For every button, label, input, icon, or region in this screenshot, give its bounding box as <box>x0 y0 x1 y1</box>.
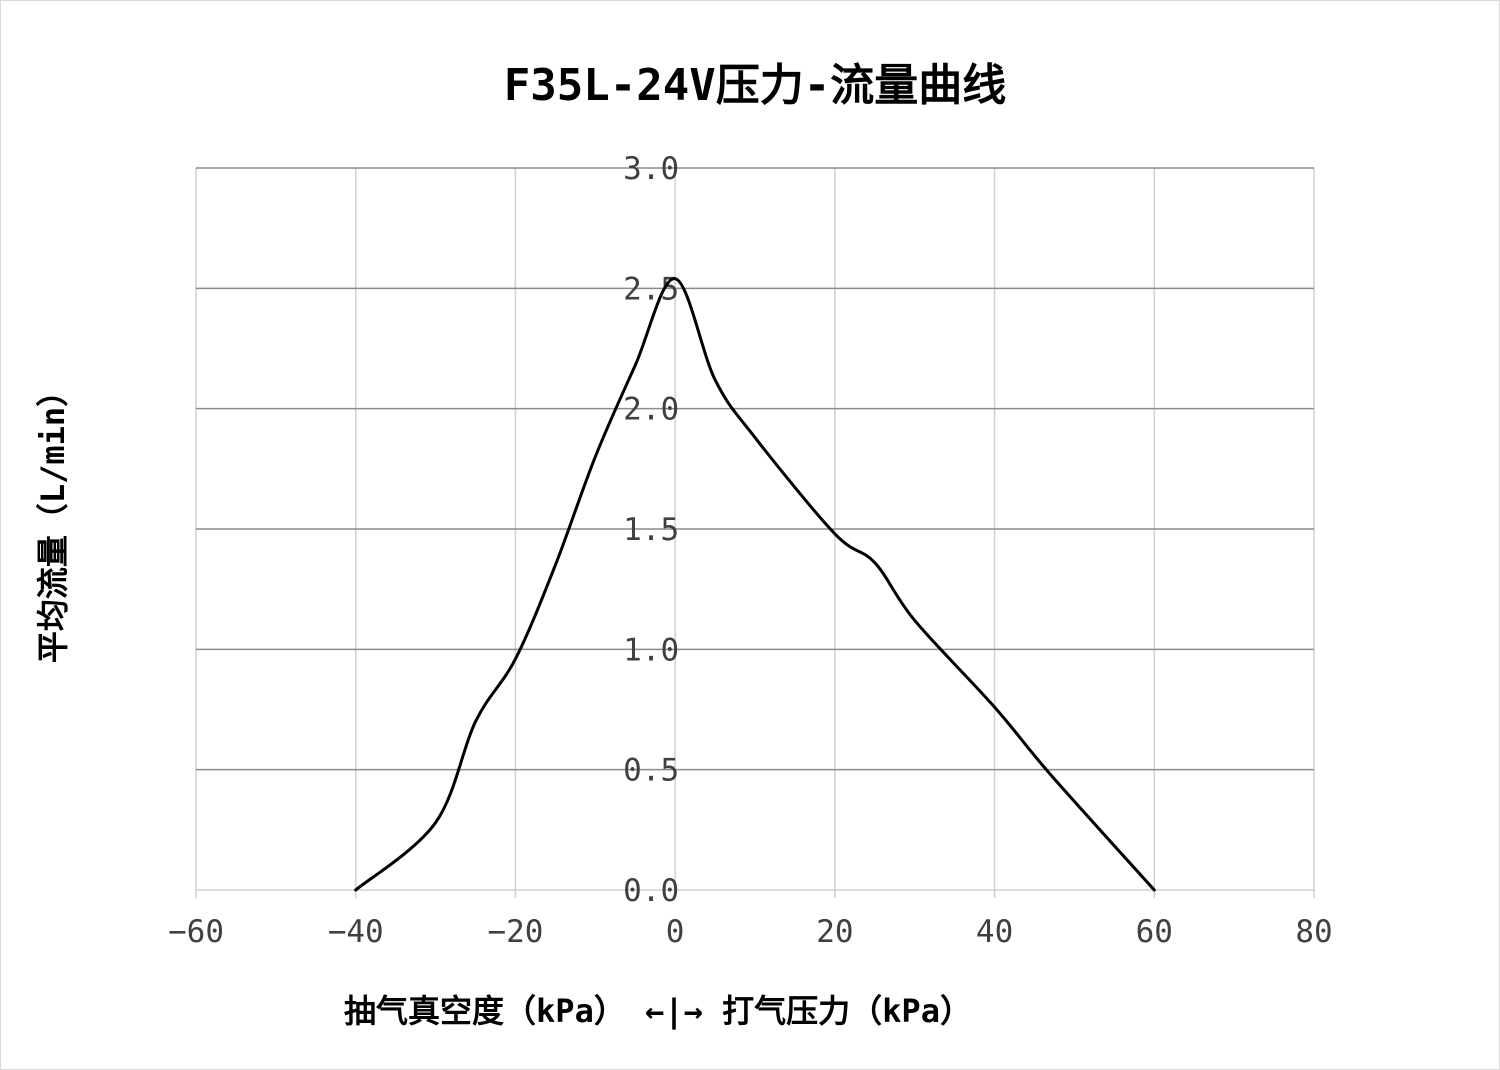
x-tick-labels: −60 −40 −20 0 20 40 60 80 <box>168 914 1333 950</box>
x-tick-label: 20 <box>816 914 853 950</box>
y-tick-label: 1.0 <box>623 632 679 668</box>
x-tick-label: −60 <box>168 914 224 950</box>
x-tick-label: 0 <box>666 914 685 950</box>
series-layer <box>354 277 1156 892</box>
series-line <box>354 277 1156 892</box>
y-tick-label: 3.0 <box>623 151 679 187</box>
x-tick-label: 40 <box>976 914 1013 950</box>
chart-title: F35L-24V压力-流量曲线 <box>504 60 1006 111</box>
grid-layer <box>195 167 1315 898</box>
y-tick-label: 2.5 <box>623 271 679 307</box>
x-axis-label: 抽气真空度（kPa） ←|→ 打气压力（kPa） <box>344 992 972 1031</box>
x-tick-label: −40 <box>328 914 384 950</box>
y-tick-label: 1.5 <box>623 512 679 548</box>
y-tick-label: 0.0 <box>623 873 679 909</box>
x-tick-label: −20 <box>487 914 543 950</box>
y-tick-label: 2.0 <box>623 392 679 428</box>
x-tick-label: 60 <box>1136 914 1173 950</box>
y-tick-labels: 0.0 0.5 1.0 1.5 2.0 2.5 3.0 <box>623 151 679 909</box>
x-tick-label: 80 <box>1295 914 1332 950</box>
y-tick-label: 0.5 <box>623 753 679 789</box>
y-axis-label: 平均流量（L/min） <box>34 375 72 663</box>
